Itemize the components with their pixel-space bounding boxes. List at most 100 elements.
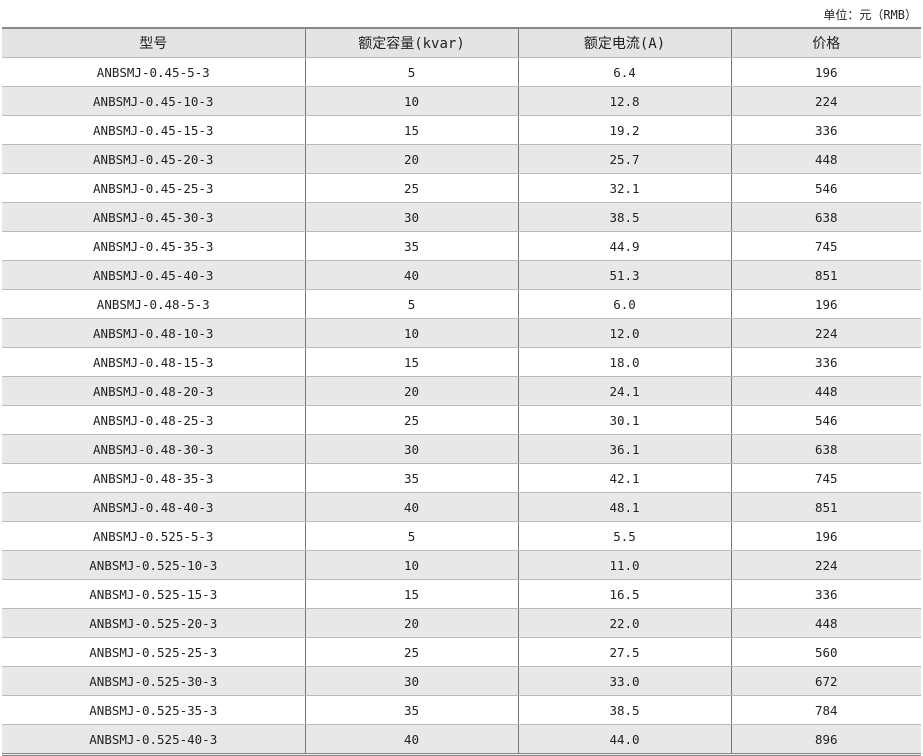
- cell-rated-capacity: 40: [304, 492, 518, 522]
- header-rated-capacity: 额定容量(kvar): [304, 28, 518, 58]
- cell-rated-current: 12.8: [517, 86, 731, 116]
- cell-rated-capacity: 15: [304, 579, 518, 609]
- cell-rated-current: 38.5: [517, 695, 731, 725]
- cell-price: 546: [730, 405, 921, 435]
- cell-price: 851: [730, 260, 921, 290]
- cell-model: ANBSMJ-0.48-25-3: [2, 405, 305, 435]
- cell-rated-capacity: 30: [304, 202, 518, 232]
- cell-price: 745: [730, 231, 921, 261]
- cell-rated-current: 11.0: [517, 550, 731, 580]
- cell-model: ANBSMJ-0.525-15-3: [2, 579, 305, 609]
- cell-rated-capacity: 35: [304, 231, 518, 261]
- table-row: ANBSMJ-0.525-30-3 30 33.0 672: [2, 666, 921, 696]
- table-row: ANBSMJ-0.45-35-3 35 44.9 745: [2, 231, 921, 261]
- cell-rated-current: 32.1: [517, 173, 731, 203]
- cell-price: 851: [730, 492, 921, 522]
- cell-rated-capacity: 30: [304, 666, 518, 696]
- cell-rated-current: 5.5: [517, 521, 731, 551]
- cell-price: 672: [730, 666, 921, 696]
- cell-rated-current: 44.0: [517, 724, 731, 755]
- cell-rated-current: 6.0: [517, 289, 731, 319]
- cell-price: 224: [730, 318, 921, 348]
- price-table: 型号 额定容量(kvar) 额定电流(A) 价格 ANBSMJ-0.45-5-3 5 6.…: [2, 27, 921, 756]
- table-row: ANBSMJ-0.48-10-3 10 12.0 224: [2, 318, 921, 348]
- cell-model: ANBSMJ-0.525-30-3: [2, 666, 305, 696]
- table-row: ANBSMJ-0.45-20-3 20 25.7 448: [2, 144, 921, 174]
- cell-price: 336: [730, 347, 921, 377]
- cell-price: 336: [730, 115, 921, 145]
- cell-rated-current: 12.0: [517, 318, 731, 348]
- cell-model: ANBSMJ-0.45-25-3: [2, 173, 305, 203]
- header-model: 型号: [2, 28, 305, 58]
- cell-price: 784: [730, 695, 921, 725]
- cell-price: 638: [730, 202, 921, 232]
- cell-model: ANBSMJ-0.525-35-3: [2, 695, 305, 725]
- cell-rated-capacity: 5: [304, 289, 518, 319]
- cell-rated-capacity: 40: [304, 724, 518, 755]
- table-row: ANBSMJ-0.525-5-3 5 5.5 196: [2, 521, 921, 551]
- cell-rated-capacity: 15: [304, 115, 518, 145]
- cell-rated-capacity: 5: [304, 57, 518, 87]
- cell-price: 448: [730, 608, 921, 638]
- cell-model: ANBSMJ-0.525-40-3: [2, 724, 305, 755]
- cell-price: 745: [730, 463, 921, 493]
- table-row: ANBSMJ-0.48-30-3 30 36.1 638: [2, 434, 921, 464]
- table-row: ANBSMJ-0.525-40-3 40 44.0 896: [2, 724, 921, 755]
- cell-rated-capacity: 20: [304, 608, 518, 638]
- cell-model: ANBSMJ-0.45-5-3: [2, 57, 305, 87]
- cell-model: ANBSMJ-0.45-40-3: [2, 260, 305, 290]
- cell-model: ANBSMJ-0.45-30-3: [2, 202, 305, 232]
- cell-rated-current: 19.2: [517, 115, 731, 145]
- table-row: ANBSMJ-0.48-5-3 5 6.0 196: [2, 289, 921, 319]
- cell-rated-capacity: 20: [304, 376, 518, 406]
- cell-model: ANBSMJ-0.525-5-3: [2, 521, 305, 551]
- cell-rated-capacity: 35: [304, 695, 518, 725]
- table-row: ANBSMJ-0.525-25-3 25 27.5 560: [2, 637, 921, 667]
- cell-price: 336: [730, 579, 921, 609]
- cell-rated-capacity: 5: [304, 521, 518, 551]
- table-row: ANBSMJ-0.525-35-3 35 38.5 784: [2, 695, 921, 725]
- cell-rated-current: 33.0: [517, 666, 731, 696]
- cell-model: ANBSMJ-0.48-15-3: [2, 347, 305, 377]
- cell-rated-capacity: 25: [304, 173, 518, 203]
- table-row: ANBSMJ-0.48-15-3 15 18.0 336: [2, 347, 921, 377]
- cell-price: 638: [730, 434, 921, 464]
- table-row: ANBSMJ-0.45-25-3 25 32.1 546: [2, 173, 921, 203]
- unit-label: 单位：元（RMB）: [823, 8, 917, 22]
- header-rated-current: 额定电流(A): [517, 28, 731, 58]
- table-row: ANBSMJ-0.525-15-3 15 16.5 336: [2, 579, 921, 609]
- table-row: ANBSMJ-0.45-10-3 10 12.8 224: [2, 86, 921, 116]
- cell-rated-current: 24.1: [517, 376, 731, 406]
- cell-rated-capacity: 10: [304, 318, 518, 348]
- cell-model: ANBSMJ-0.48-35-3: [2, 463, 305, 493]
- cell-rated-capacity: 20: [304, 144, 518, 174]
- cell-model: ANBSMJ-0.45-10-3: [2, 86, 305, 116]
- cell-rated-current: 25.7: [517, 144, 731, 174]
- cell-model: ANBSMJ-0.48-30-3: [2, 434, 305, 464]
- cell-rated-current: 51.3: [517, 260, 731, 290]
- cell-model: ANBSMJ-0.525-25-3: [2, 637, 305, 667]
- table-row: ANBSMJ-0.525-20-3 20 22.0 448: [2, 608, 921, 638]
- cell-model: ANBSMJ-0.48-10-3: [2, 318, 305, 348]
- cell-rated-current: 6.4: [517, 57, 731, 87]
- cell-rated-capacity: 15: [304, 347, 518, 377]
- cell-rated-capacity: 35: [304, 463, 518, 493]
- header-price: 价格: [730, 28, 921, 58]
- cell-rated-capacity: 25: [304, 637, 518, 667]
- cell-model: ANBSMJ-0.525-20-3: [2, 608, 305, 638]
- cell-rated-current: 22.0: [517, 608, 731, 638]
- cell-model: ANBSMJ-0.48-40-3: [2, 492, 305, 522]
- cell-price: 448: [730, 376, 921, 406]
- cell-price: 448: [730, 144, 921, 174]
- cell-model: ANBSMJ-0.45-35-3: [2, 231, 305, 261]
- cell-model: ANBSMJ-0.525-10-3: [2, 550, 305, 580]
- table-row: ANBSMJ-0.45-40-3 40 51.3 851: [2, 260, 921, 290]
- cell-rated-current: 42.1: [517, 463, 731, 493]
- cell-rated-capacity: 40: [304, 260, 518, 290]
- cell-price: 224: [730, 86, 921, 116]
- table-row: ANBSMJ-0.48-25-3 25 30.1 546: [2, 405, 921, 435]
- cell-price: 224: [730, 550, 921, 580]
- table-row: ANBSMJ-0.45-30-3 30 38.5 638: [2, 202, 921, 232]
- cell-rated-capacity: 10: [304, 86, 518, 116]
- cell-rated-current: 48.1: [517, 492, 731, 522]
